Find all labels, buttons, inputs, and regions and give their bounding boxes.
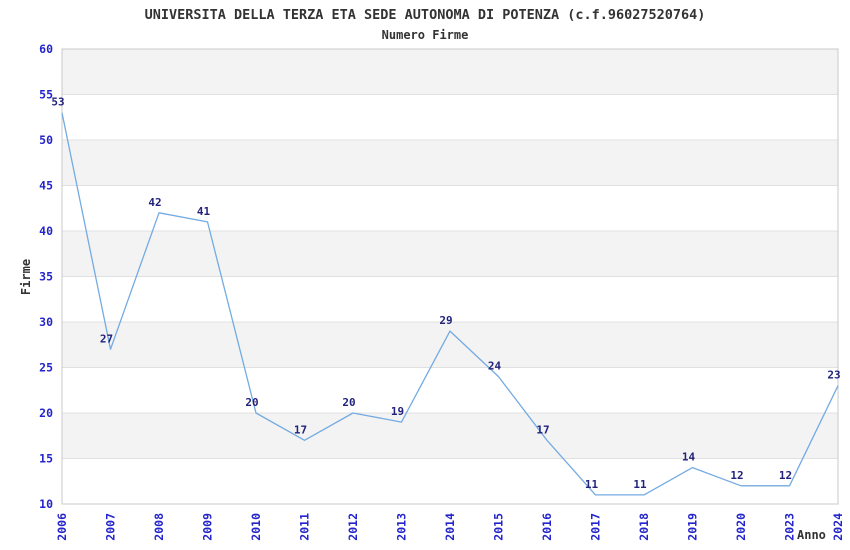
data-point-label: 41	[197, 205, 211, 218]
data-point-label: 11	[633, 478, 647, 491]
x-tick-label: 2013	[395, 513, 409, 541]
y-tick-label: 60	[39, 42, 53, 56]
y-tick-label: 45	[39, 179, 53, 193]
x-tick-label: 2020	[734, 513, 748, 541]
x-tick-label: 2018	[637, 513, 651, 541]
data-point-label: 12	[779, 469, 792, 482]
data-point-label: 27	[100, 332, 113, 345]
y-tick-label: 25	[39, 361, 53, 375]
y-tick-label: 15	[39, 452, 53, 466]
x-tick-label: 2011	[298, 513, 312, 541]
chart-subtitle: Numero Firme	[381, 28, 469, 42]
data-point-label: 19	[391, 405, 404, 418]
x-tick-label: 2016	[540, 513, 554, 541]
data-point-label: 11	[585, 478, 599, 491]
y-axis-label: Firme	[19, 259, 33, 295]
data-point-label: 53	[51, 96, 64, 109]
y-tick-label: 35	[39, 270, 53, 284]
data-point-label: 14	[682, 451, 696, 464]
data-point-label: 17	[294, 423, 307, 436]
grid-band	[62, 140, 838, 186]
y-tick-label: 50	[39, 133, 53, 147]
y-tick-label: 40	[39, 224, 53, 238]
data-point-label: 17	[536, 423, 549, 436]
y-tick-label: 30	[39, 315, 53, 329]
grid-band	[62, 413, 838, 459]
data-point-label: 24	[488, 360, 502, 373]
x-tick-label: 2015	[492, 513, 506, 541]
x-tick-label: 2019	[686, 513, 700, 541]
x-tick-label: 2009	[201, 513, 215, 541]
x-tick-label: 2023	[783, 513, 797, 541]
data-point-label: 23	[827, 369, 840, 382]
x-axis-label: Anno	[797, 528, 826, 542]
data-series-line	[61, 112, 839, 496]
data-point-label: 29	[439, 314, 452, 327]
data-point-label: 20	[342, 396, 355, 409]
x-tick-label: 2006	[55, 513, 69, 541]
data-point-label: 42	[148, 196, 161, 209]
x-tick-label: 2014	[443, 513, 457, 541]
y-tick-label: 20	[39, 406, 53, 420]
x-tick-label: 2007	[104, 513, 118, 541]
x-tick-label: 2008	[152, 513, 166, 541]
grid-band	[62, 49, 838, 95]
x-tick-label: 2017	[589, 513, 603, 541]
grid-band	[62, 231, 838, 277]
chart-title: UNIVERSITA DELLA TERZA ETA SEDE AUTONOMA…	[144, 7, 706, 23]
data-point-label: 12	[730, 469, 743, 482]
plot-border	[61, 48, 839, 505]
x-tick-label: 2024	[831, 513, 845, 541]
data-point-label: 20	[245, 396, 258, 409]
x-tick-label: 2010	[249, 513, 263, 541]
y-tick-label: 55	[39, 88, 53, 102]
x-tick-label: 2012	[346, 513, 360, 541]
grid-band	[62, 322, 838, 368]
y-tick-label: 10	[39, 497, 53, 511]
